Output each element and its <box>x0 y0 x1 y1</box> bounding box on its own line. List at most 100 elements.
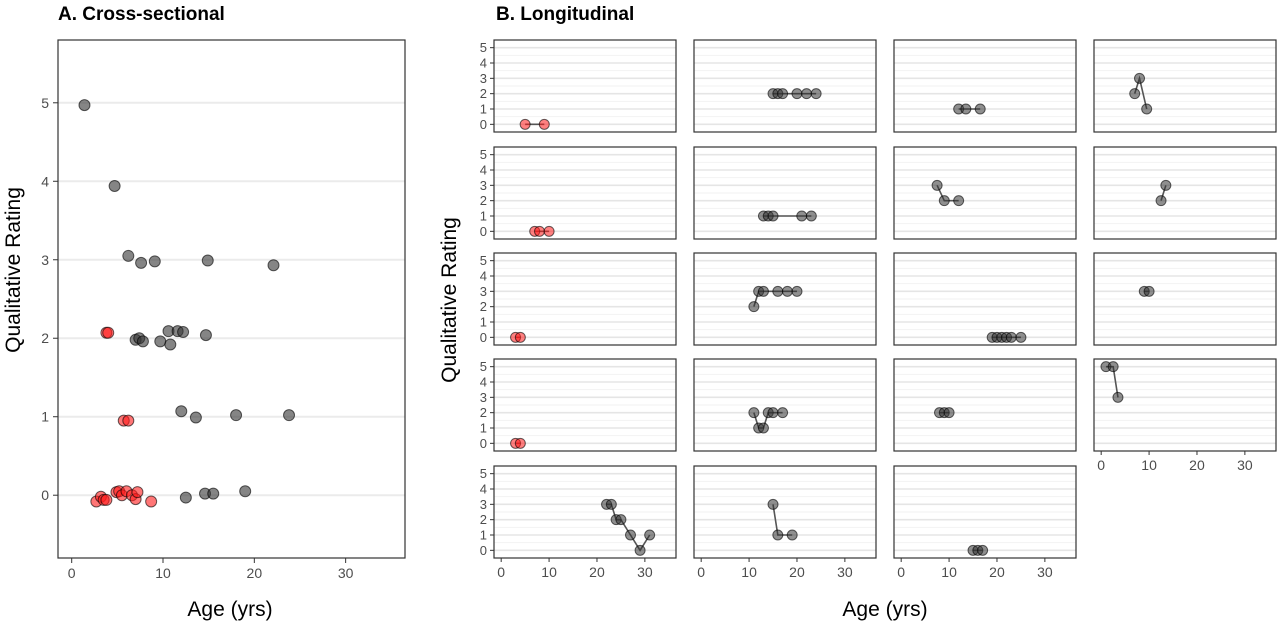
facet-y-tick-label: 1 <box>480 102 487 117</box>
panel-a-data-point <box>164 338 177 351</box>
facet-data-point <box>757 422 769 434</box>
panel-a-data-point <box>136 335 149 348</box>
panel-a-y-tick-label: 3 <box>41 252 49 268</box>
panel-a-data-point <box>148 255 161 268</box>
facet-data-point <box>801 88 813 100</box>
facet-data-point <box>534 225 545 237</box>
panel-a-background <box>58 40 405 558</box>
facet-data-point <box>1015 331 1027 343</box>
panel-a-y-axis-title: Qualitative Rating <box>2 187 25 353</box>
panel-a-x-tick-label: 0 <box>68 565 76 581</box>
facet-x-tick-label: 30 <box>637 564 653 580</box>
facet-y-tick-label: 0 <box>480 543 487 558</box>
panel-a-data-point <box>154 335 167 348</box>
facet-data-point <box>796 210 808 222</box>
facet-data-point <box>1143 285 1155 297</box>
facet-y-tick-label: 1 <box>480 528 487 543</box>
facet-y-tick-label: 3 <box>480 497 487 512</box>
facet-data-point <box>772 529 784 541</box>
facet-data-point <box>767 498 779 510</box>
panel-a-data-point <box>102 326 115 339</box>
panel-a-data-point <box>135 256 148 269</box>
facet-border <box>1093 146 1277 240</box>
facet-border <box>493 39 677 133</box>
facet-y-tick-label: 3 <box>480 284 487 299</box>
facet-border <box>693 358 877 452</box>
facet-data-point <box>791 88 803 100</box>
panel-a-data-point <box>145 495 158 508</box>
facet-y-tick-label: 1 <box>480 315 487 330</box>
facet-y-tick-label: 0 <box>480 330 487 345</box>
panel-a-data-point <box>175 405 188 418</box>
panel-a-data-point <box>122 249 135 262</box>
facet-y-tick-label: 3 <box>480 71 487 86</box>
facet-data-point <box>748 301 760 313</box>
facet-data-point <box>938 195 950 207</box>
facet-border <box>1093 358 1277 452</box>
facet-data-point <box>1005 331 1017 343</box>
facet-border <box>893 252 1077 346</box>
panel-a-y-tick-label: 2 <box>41 330 49 346</box>
facet-border <box>693 465 877 559</box>
facet-data-point <box>974 103 986 115</box>
facet-border <box>893 39 1077 133</box>
facet-data-point <box>1160 179 1172 191</box>
panel-a-data-point <box>201 254 214 267</box>
panel-b-x-axis-title: Age (yrs) <box>842 598 927 621</box>
panel-a-data-point <box>131 486 144 499</box>
facet-border <box>893 146 1077 240</box>
facet-border <box>893 465 1077 559</box>
facet-y-tick-label: 3 <box>480 178 487 193</box>
facet-x-tick-label: 30 <box>1037 564 1053 580</box>
facet-border <box>493 146 677 240</box>
panel-a-data-point <box>177 325 190 338</box>
panel-a-plot: 0 1 2 3 4 5 0 10 20 30 <box>41 39 406 581</box>
panel-b-title: B. Longitudinal <box>496 4 634 25</box>
facet-data-point <box>634 544 646 556</box>
facet-data-point <box>791 285 803 297</box>
facet-y-tick-label: 5 <box>480 466 487 481</box>
facet-y-tick-label: 0 <box>480 224 487 239</box>
facet-y-tick-label: 2 <box>480 512 487 527</box>
facet-y-tick-label: 1 <box>480 209 487 224</box>
facet-data-point <box>810 88 822 100</box>
facet-x-tick-label: 0 <box>1097 457 1105 473</box>
facet-data-point <box>748 407 760 419</box>
facet-x-tick-label: 20 <box>789 564 805 580</box>
facet-y-tick-label: 1 <box>480 421 487 436</box>
facet-data-point <box>605 498 617 510</box>
facet-x-tick-label: 0 <box>697 564 705 580</box>
facet-y-tick-label: 4 <box>480 269 487 284</box>
panel-a-data-point <box>239 485 252 498</box>
panel-a-y-tick-label: 1 <box>41 409 49 425</box>
panel-a-x-tick-label: 10 <box>155 565 171 581</box>
facet-x-tick-label: 20 <box>989 564 1005 580</box>
panel-a-data-point <box>207 487 220 500</box>
facet-y-tick-label: 5 <box>480 253 487 268</box>
facet-x-tick-label: 20 <box>589 564 605 580</box>
panel-a-data-point <box>230 409 243 422</box>
facet-x-tick-label: 10 <box>741 564 757 580</box>
facet-y-tick-label: 0 <box>480 117 487 132</box>
facet-data-point <box>777 407 789 419</box>
panel-a-y-tick-label: 4 <box>41 173 49 189</box>
facet-data-point <box>514 437 526 449</box>
panel-a-data-point <box>108 179 121 192</box>
facet-x-tick-label: 0 <box>497 564 505 580</box>
facet-data-point <box>1129 88 1141 100</box>
panel-a-data-point <box>179 491 192 504</box>
facet-y-tick-label: 4 <box>480 163 487 178</box>
facet-y-tick-label: 4 <box>480 56 487 71</box>
facet-data-point <box>953 195 965 207</box>
facet-data-point <box>960 103 972 115</box>
facet-y-tick-label: 5 <box>480 359 487 374</box>
panel-a-title: A. Cross-sectional <box>58 4 225 25</box>
facet-data-point <box>767 407 779 419</box>
facet-y-tick-label: 5 <box>480 40 487 55</box>
facet-y-tick-label: 2 <box>480 299 487 314</box>
panel-a-data-point <box>267 259 280 272</box>
facet-border <box>693 146 877 240</box>
facet-data-point <box>943 407 955 419</box>
facet-y-tick-label: 0 <box>480 436 487 451</box>
